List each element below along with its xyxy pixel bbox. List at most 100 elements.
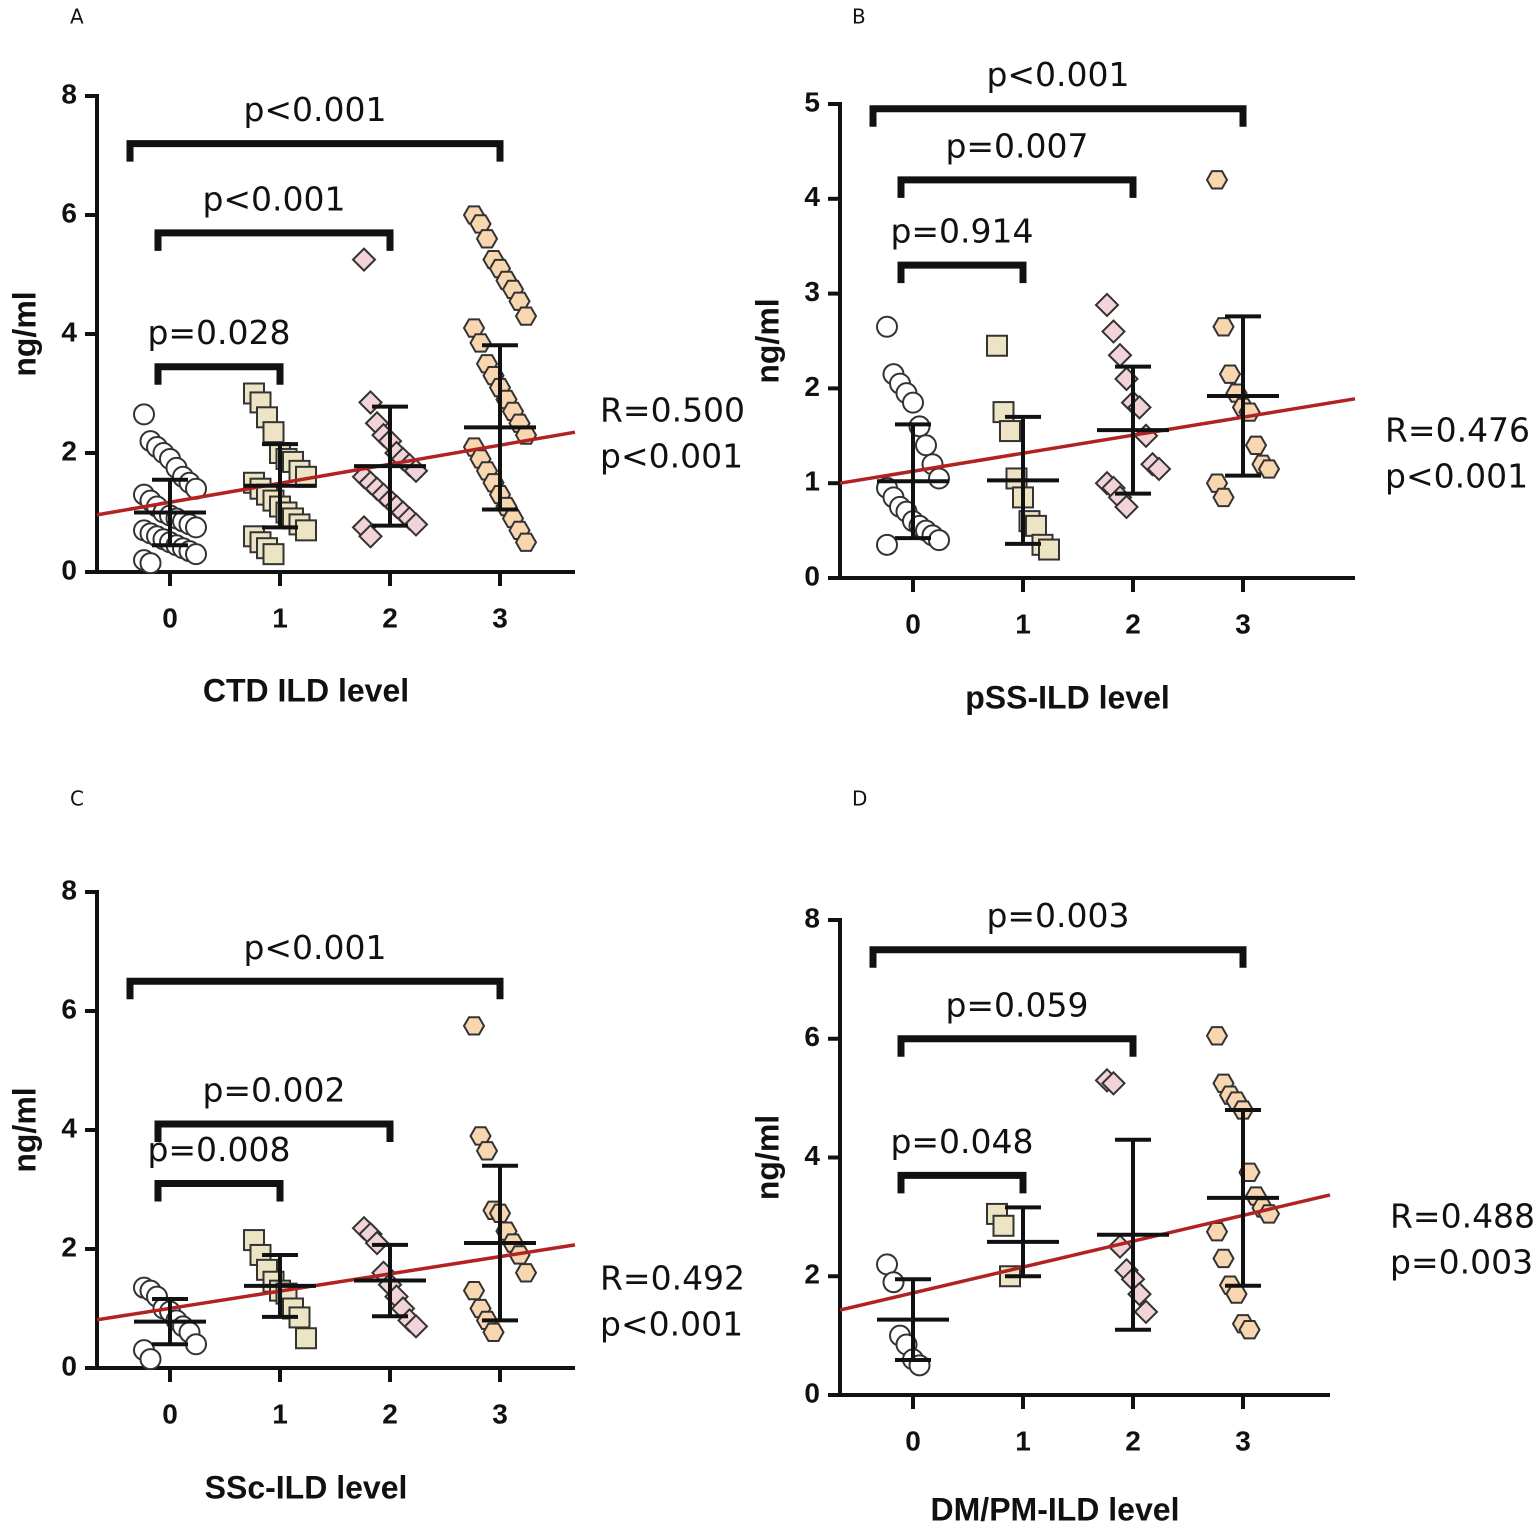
point bbox=[902, 391, 924, 414]
correlation-stat: R=0.500 bbox=[600, 391, 745, 430]
x-tick-label: 2 bbox=[382, 602, 398, 633]
point bbox=[928, 467, 950, 490]
point bbox=[514, 1263, 538, 1283]
panel-letter: B bbox=[852, 5, 866, 29]
p-value: p<0.001 bbox=[986, 55, 1129, 94]
regression-line bbox=[96, 1243, 576, 1322]
y-tick-label: 4 bbox=[61, 1112, 77, 1143]
x-axis-title: CTD ILD level bbox=[203, 672, 409, 708]
y-tick-label: 6 bbox=[804, 1021, 820, 1052]
point bbox=[462, 1280, 486, 1301]
correlation-stat: R=0.492 bbox=[600, 1259, 745, 1298]
point bbox=[139, 1348, 162, 1371]
y-axis-title: ng/ml bbox=[749, 298, 785, 383]
point bbox=[403, 1313, 429, 1339]
y-axis-title: ng/ml bbox=[6, 291, 42, 376]
significance-bracket bbox=[154, 363, 284, 385]
point bbox=[358, 390, 383, 415]
p-value: p=0.007 bbox=[945, 126, 1088, 165]
significance-bracket bbox=[897, 261, 1027, 284]
y-tick-label: 0 bbox=[804, 1377, 820, 1408]
point bbox=[1101, 1070, 1126, 1096]
p-value: p=0.059 bbox=[945, 985, 1088, 1024]
y-tick-label: 4 bbox=[61, 316, 77, 347]
point bbox=[403, 511, 429, 537]
panel: Ang/ml CTD ILD level 0 2 4 6 8 0 1 2 3 p<0.001 p<0.0… bbox=[6, 5, 745, 709]
x-tick-label: 3 bbox=[492, 1398, 508, 1429]
significance-bracket bbox=[126, 140, 504, 162]
y-axis-title: ng/ml bbox=[749, 1115, 785, 1200]
y-tick-label: 2 bbox=[61, 435, 77, 466]
point bbox=[876, 315, 898, 338]
point bbox=[1212, 487, 1235, 508]
significance-bracket bbox=[897, 1171, 1027, 1194]
panel-letter: C bbox=[70, 787, 84, 811]
point bbox=[469, 333, 492, 353]
p-value: p=0.048 bbox=[890, 1122, 1033, 1161]
x-tick-label: 1 bbox=[1015, 608, 1031, 639]
y-tick-label: 2 bbox=[804, 371, 820, 402]
significance-bracket bbox=[869, 946, 1247, 968]
p-value: p=0.008 bbox=[147, 1130, 290, 1169]
point bbox=[358, 523, 383, 549]
significance-bracket bbox=[154, 1120, 394, 1143]
point bbox=[1238, 1320, 1261, 1340]
point bbox=[1244, 435, 1268, 455]
y-tick-label: 0 bbox=[61, 554, 77, 585]
point bbox=[482, 1322, 505, 1342]
x-tick-label: 3 bbox=[1235, 1425, 1251, 1456]
significance-bracket bbox=[897, 1035, 1137, 1057]
y-tick-label: 2 bbox=[61, 1231, 77, 1262]
point bbox=[1212, 317, 1235, 337]
point bbox=[262, 421, 285, 444]
y-axis-title: ng/ml bbox=[6, 1087, 42, 1172]
y-tick-label: 0 bbox=[61, 1350, 77, 1381]
point bbox=[1038, 538, 1060, 561]
x-tick-label: 2 bbox=[1125, 1425, 1141, 1456]
correlation-stat: p<0.001 bbox=[1385, 457, 1528, 496]
point bbox=[185, 1333, 207, 1356]
p-value: p=0.028 bbox=[147, 313, 290, 352]
point bbox=[1225, 1284, 1248, 1304]
point bbox=[351, 247, 377, 273]
p-value: p<0.001 bbox=[243, 90, 386, 129]
panel: Cng/ml SSc-ILD level 0 2 4 6 8 0 1 2 3 p<0.001 p=0.0… bbox=[6, 787, 745, 1506]
y-tick-label: 3 bbox=[804, 276, 820, 307]
point bbox=[999, 420, 1021, 443]
x-axis-title: DM/PM-ILD level bbox=[931, 1491, 1180, 1527]
y-tick-label: 2 bbox=[804, 1259, 820, 1290]
p-value: p=0.914 bbox=[890, 212, 1033, 251]
regression-line bbox=[839, 1193, 1331, 1312]
x-tick-label: 0 bbox=[162, 1398, 178, 1429]
panel: Bng/ml pSS-ILD level 0 1 2 3 4 5 0 1 2 3 p<0.001 p=0.… bbox=[749, 5, 1530, 716]
point bbox=[475, 229, 499, 249]
x-axis-title: SSc-ILD level bbox=[205, 1469, 408, 1505]
regression-line bbox=[839, 397, 1356, 485]
x-tick-label: 0 bbox=[905, 608, 921, 639]
point bbox=[185, 543, 207, 566]
regression-line bbox=[96, 430, 576, 517]
significance-bracket bbox=[897, 176, 1137, 198]
panel-letter: A bbox=[70, 5, 84, 29]
x-tick-label: 0 bbox=[162, 602, 178, 633]
point bbox=[928, 529, 950, 552]
y-tick-label: 8 bbox=[61, 874, 77, 905]
y-tick-label: 0 bbox=[804, 560, 820, 591]
p-value: p<0.001 bbox=[202, 179, 345, 218]
correlation-stat: p<0.001 bbox=[600, 437, 743, 476]
y-tick-label: 4 bbox=[804, 1140, 820, 1171]
x-tick-label: 1 bbox=[272, 602, 288, 633]
point bbox=[514, 532, 538, 552]
point bbox=[1205, 1026, 1229, 1046]
point bbox=[139, 552, 162, 575]
significance-bracket bbox=[869, 105, 1247, 127]
y-tick-label: 8 bbox=[61, 78, 77, 109]
point bbox=[992, 401, 1015, 424]
y-tick-label: 4 bbox=[804, 181, 820, 212]
correlation-stat: R=0.488 bbox=[1390, 1197, 1535, 1236]
point bbox=[262, 543, 285, 566]
point bbox=[1218, 364, 1242, 384]
x-tick-label: 3 bbox=[1235, 608, 1251, 639]
p-value: p=0.003 bbox=[986, 896, 1129, 935]
